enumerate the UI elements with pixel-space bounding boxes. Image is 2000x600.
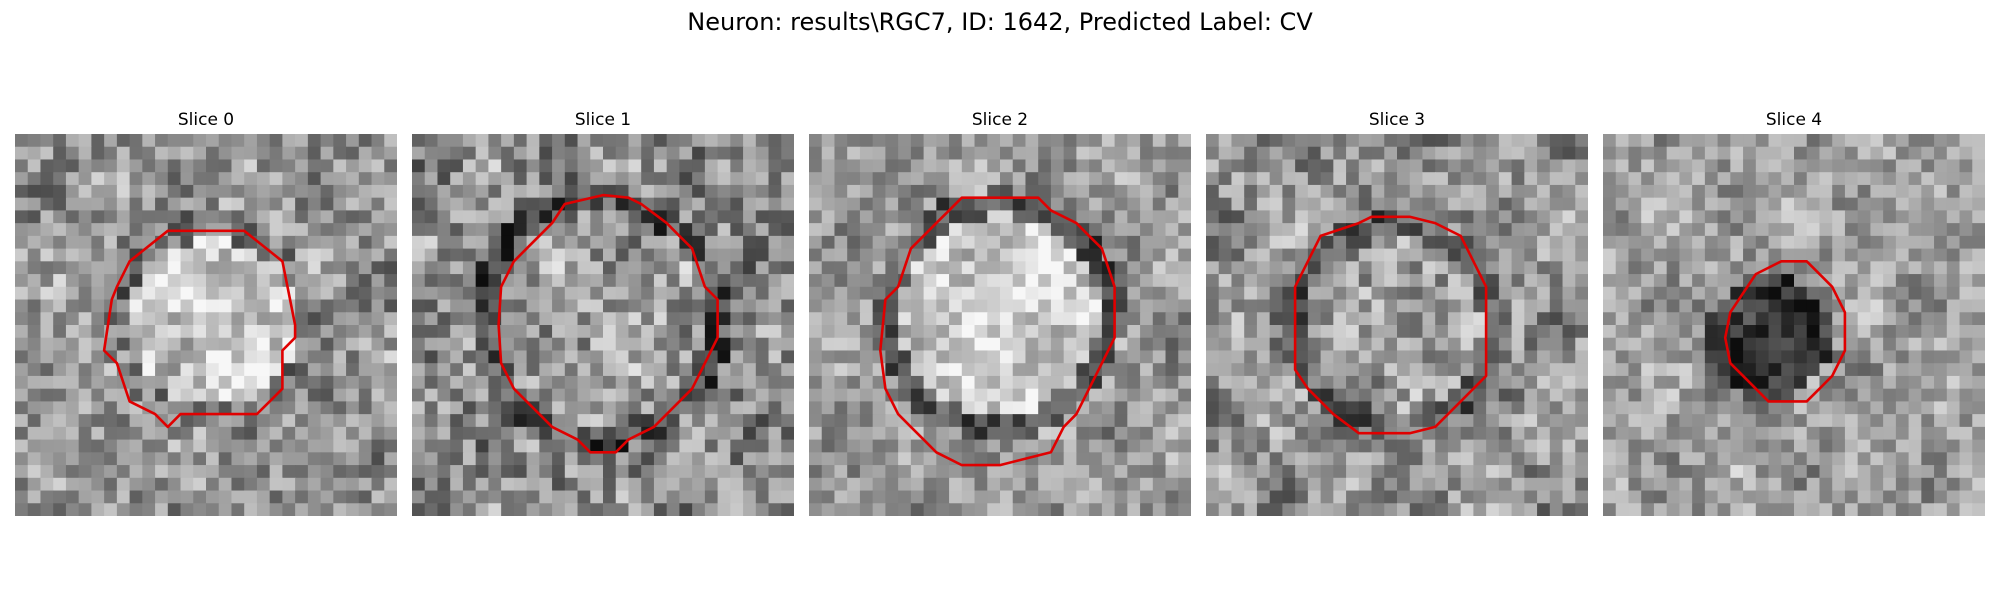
slice-pixels-0	[15, 134, 397, 516]
roi-contour-1	[497, 193, 719, 454]
slice-panel-4: Slice 4	[1603, 106, 1985, 516]
slice-pixels-2	[809, 134, 1191, 516]
slice-pixels-3	[1206, 134, 1588, 516]
slice-title-2: Slice 2	[971, 110, 1029, 130]
slice-image-2	[809, 134, 1191, 516]
slice-panel-1: Slice 1	[412, 106, 794, 516]
slice-image-3	[1206, 134, 1588, 516]
roi-contour-4	[1723, 260, 1847, 403]
slice-title-4: Slice 4	[1765, 110, 1823, 130]
slice-panel-0: Slice 0	[15, 106, 397, 516]
roi-contour-2	[879, 196, 1116, 467]
slice-image-0	[15, 134, 397, 516]
slice-title-3: Slice 3	[1368, 110, 1426, 130]
slice-title-0: Slice 0	[177, 110, 235, 130]
roi-contour-0	[102, 229, 297, 429]
slice-image-4	[1603, 134, 1985, 516]
figure-title: Neuron: results\RGC7, ID: 1642, Predicte…	[687, 8, 1313, 36]
slice-panel-3: Slice 3	[1206, 106, 1588, 516]
slice-panel-2: Slice 2	[809, 106, 1191, 516]
slice-pixels-1	[412, 134, 794, 516]
roi-contour-3	[1293, 215, 1488, 435]
slice-image-1	[412, 134, 794, 516]
slice-title-1: Slice 1	[574, 110, 632, 130]
slice-pixels-4	[1603, 134, 1985, 516]
